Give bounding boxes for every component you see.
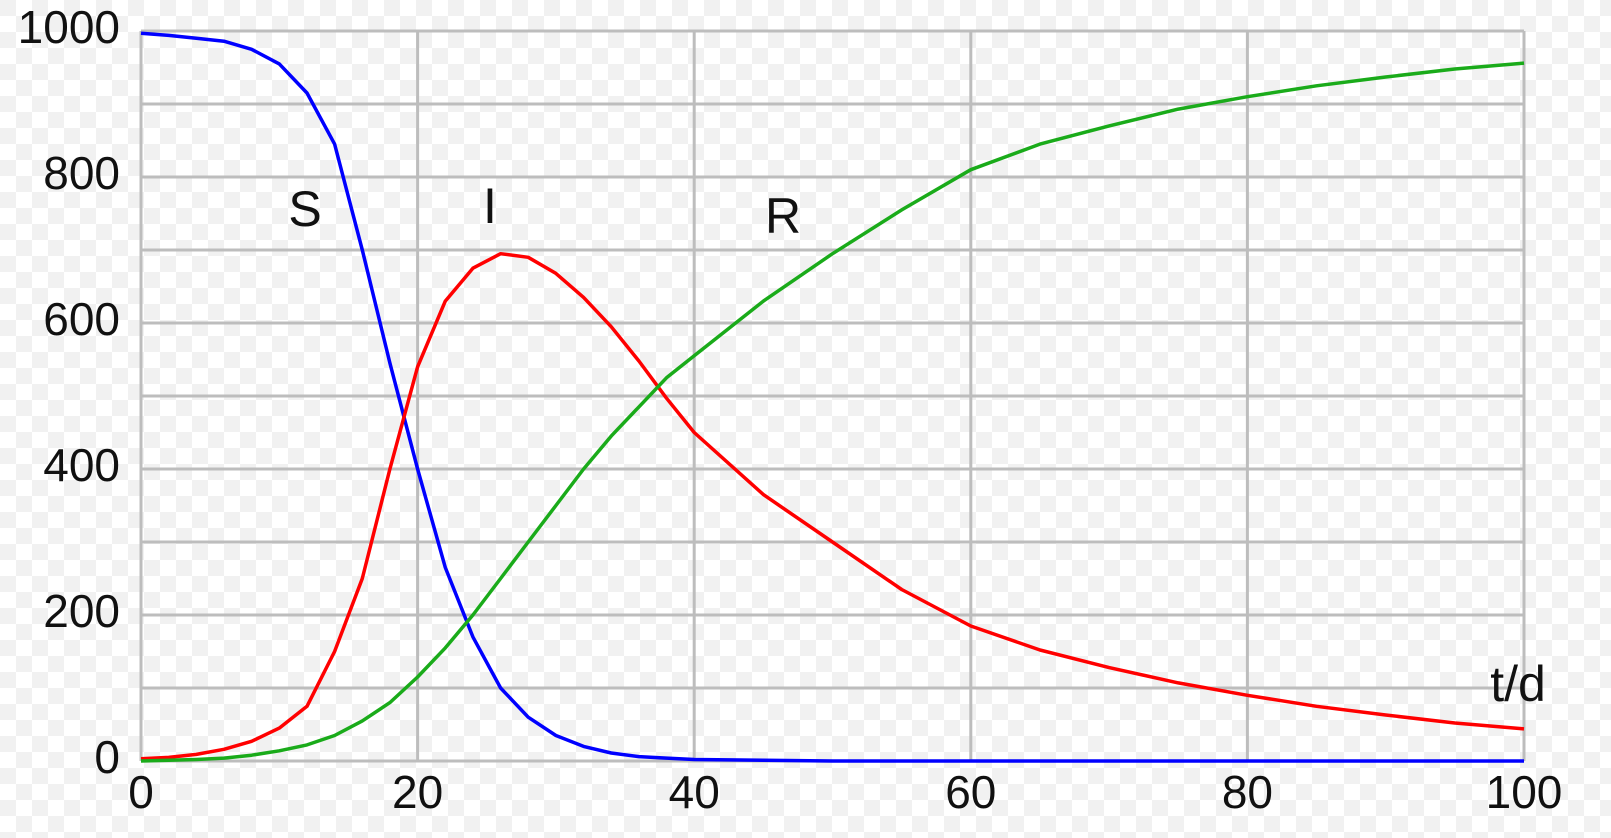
x-tick-label: 80 (1222, 766, 1273, 818)
y-tick-label: 400 (43, 439, 120, 491)
y-tick-label: 200 (43, 585, 120, 637)
grid (139, 29, 1526, 763)
series-label: S (288, 181, 321, 237)
x-tick-label: 20 (392, 766, 443, 818)
y-tick-label: 800 (43, 147, 120, 199)
x-tick-label: 0 (128, 766, 154, 818)
series-line (140, 61, 1525, 763)
x-tick-label: 40 (669, 766, 720, 818)
series-label: I (483, 178, 497, 234)
lines (140, 31, 1525, 763)
x-tick-label: 100 (1486, 766, 1563, 818)
y-tick-label: 0 (94, 731, 120, 783)
series-label: R (765, 188, 801, 244)
labels: 0 200 400 600 800 1000 0 20 40 60 80 100 S I Rt/d (18, 1, 1563, 818)
x-tick-label: 60 (945, 766, 996, 818)
x-axis-label: t/d (1490, 656, 1546, 712)
y-tick-label: 1000 (18, 1, 120, 53)
series-line (140, 31, 1524, 763)
series-line (140, 251, 1525, 761)
y-tick-label: 600 (43, 293, 120, 345)
